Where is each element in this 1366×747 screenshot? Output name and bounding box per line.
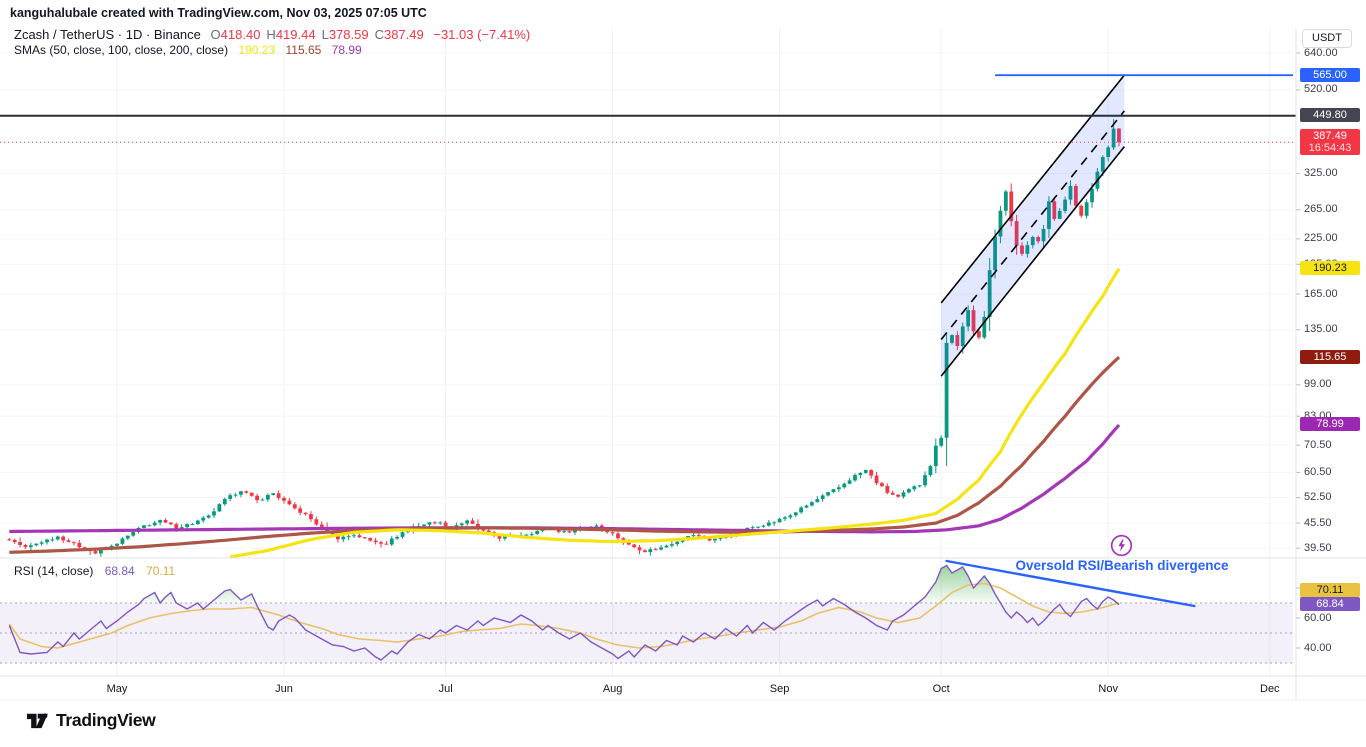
rsi-legend-row: RSI (14, close) 68.84 70.11 [14,564,175,578]
price-tick: 325.00 [1304,166,1338,179]
sma200-price-tag: 78.99 [1300,417,1360,432]
sma-legend-row: SMAs (50, close, 100, close, 200, close)… [14,43,530,58]
symbol-title: Zcash / TetherUS · 1D · Binance [14,27,201,42]
price-tick: 99.00 [1304,378,1332,391]
month-label-may: May [106,683,128,695]
tradingview-logo-icon [26,713,48,729]
price-tick: 60.50 [1304,465,1332,478]
last-price-tag: 387.49 16:54:43 [1300,129,1360,156]
target-price-tag: 565.00 [1300,67,1360,82]
ohlc-key: O [210,27,221,42]
rsi-value: 68.84 [104,564,135,578]
ohlc-values: O418.40 H419.44 L378.59 C387.49 [205,27,424,42]
rsi-tick: 40.00 [1304,641,1332,654]
ohlc-value: 378.59 [328,27,369,42]
month-label-aug: Aug [602,683,623,695]
price-tick: 265.00 [1304,203,1338,216]
sma100-line [9,356,1121,554]
ohlc-value: 419.44 [275,27,316,42]
rsi-band [0,602,1293,664]
tradingview-logo-text: TradingView [56,710,156,730]
month-label-oct: Oct [932,683,950,695]
rsi-pane [8,559,1196,661]
month-label-nov: Nov [1098,683,1118,695]
month-label-dec: Dec [1260,683,1280,695]
price-tick: 39.50 [1304,541,1332,554]
month-label-jul: Jul [438,683,453,695]
price-tick: 135.00 [1304,323,1338,336]
sma50-line [229,267,1121,558]
symbol-legend-row: Zcash / TetherUS · 1D · Binance O418.40 H… [14,27,530,42]
price-tick: 70.50 [1304,438,1332,451]
ohlc-value: 418.40 [220,27,261,42]
ohlc-key: C [374,27,384,42]
legend: Zcash / TetherUS · 1D · Binance O418.40 H… [14,27,530,58]
rsi-ma-value: 70.11 [146,564,176,578]
currency-toggle-button[interactable]: USDT [1302,29,1352,48]
rsi-tick: 60.00 [1304,611,1332,624]
sma200-value: 78.99 [331,43,362,57]
ohlc-key: H [266,27,276,42]
resistance-price-tag: 449.80 [1300,108,1360,123]
month-label-jun: Jun [275,683,293,695]
price-tick: 165.00 [1304,287,1338,300]
month-label-sep: Sep [769,683,790,695]
divergence-trendline [945,559,1196,608]
price-tick: 225.00 [1304,232,1338,245]
tradingview-logo[interactable]: TradingView [26,709,156,732]
divergence-annotation[interactable]: Oversold RSI/Bearish divergence [1015,558,1229,573]
rsi-ma-tag: 70.11 [1300,583,1360,598]
gridlines [0,28,1300,676]
watermark: kanguhalubale created with TradingView.c… [10,6,427,20]
rsi-line [8,564,1120,661]
sma100-value: 115.65 [285,43,322,57]
price-tick: 52.50 [1304,491,1332,504]
rsi-legend-label: RSI (14, close) [14,564,94,578]
rsi-value-tag: 68.84 [1300,597,1360,612]
price-tick: 45.50 [1304,516,1332,529]
lightning-icon[interactable] [1110,534,1133,557]
sma100-price-tag: 115.65 [1300,349,1360,364]
ohlc-key: L [321,27,329,42]
ascending-channel [940,74,1125,377]
sma-legend-label: SMAs (50, close, 100, close, 200, close) [14,43,229,57]
sma50-value: 190.23 [238,43,276,57]
rsi-overbought-fill [9,565,1119,603]
ohlc-value: 387.49 [383,27,424,42]
price-tick: 640.00 [1304,46,1338,59]
price-tick: 520.00 [1304,83,1338,96]
change-value: −31.03 (−7.41%) [433,27,531,42]
sma50-price-tag: 190.23 [1300,261,1360,276]
